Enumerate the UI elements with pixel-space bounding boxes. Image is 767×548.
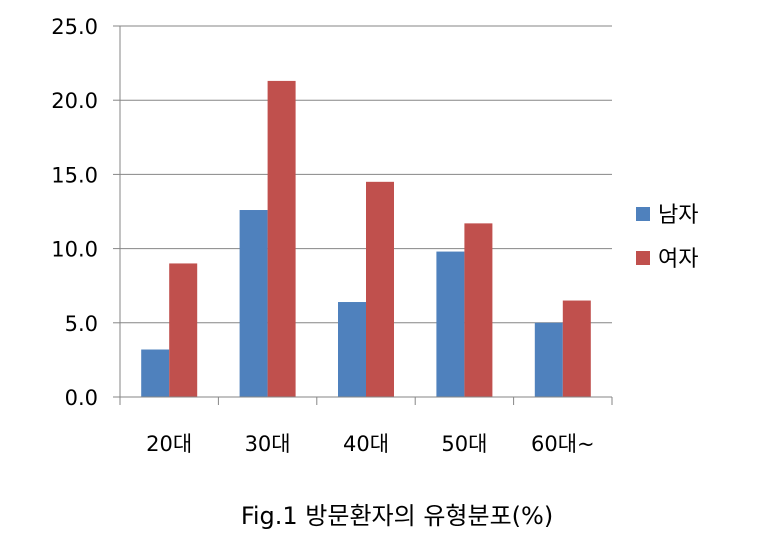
bar-여자-60대~ bbox=[562, 300, 591, 397]
x-tick-labels: 20대 30대 40대 50대 60대~ bbox=[146, 432, 594, 456]
x-tick-label: 30대 bbox=[245, 432, 291, 456]
bar-남자-30대 bbox=[239, 210, 268, 397]
bar-남자-40대 bbox=[338, 302, 366, 397]
bar-여자-30대 bbox=[267, 80, 296, 398]
bar-남자-50대 bbox=[436, 251, 465, 397]
figure-caption: Fig.1 방문환자의 유형분포(%) bbox=[241, 502, 553, 530]
y-tick-label: 0.0 bbox=[65, 386, 98, 410]
y-tick-label: 25.0 bbox=[51, 15, 98, 39]
y-tick-labels: 0.0 5.0 10.0 15.0 20.0 25.0 bbox=[51, 15, 98, 410]
x-tick-label: 60대~ bbox=[531, 432, 595, 456]
legend-swatch bbox=[636, 207, 650, 221]
bar-남자-20대 bbox=[141, 349, 170, 397]
gridlines bbox=[120, 25, 612, 324]
bars bbox=[141, 80, 591, 398]
y-tick-label: 10.0 bbox=[51, 238, 98, 262]
legend-swatch bbox=[636, 251, 650, 265]
bar-여자-50대 bbox=[464, 223, 493, 397]
bar-여자-40대 bbox=[366, 181, 394, 397]
y-tick-label: 5.0 bbox=[65, 312, 98, 336]
x-tick-label: 50대 bbox=[441, 432, 487, 456]
y-tick-label: 20.0 bbox=[51, 89, 98, 113]
x-tick-label: 20대 bbox=[146, 432, 192, 456]
bar-남자-60대~ bbox=[534, 322, 563, 397]
x-tick-label: 40대 bbox=[343, 432, 389, 456]
legend-label: 남자 bbox=[658, 203, 698, 228]
y-tick-label: 15.0 bbox=[51, 163, 98, 187]
axes bbox=[113, 25, 613, 405]
bar-여자-20대 bbox=[169, 263, 198, 397]
legend-label: 여자 bbox=[658, 247, 698, 272]
